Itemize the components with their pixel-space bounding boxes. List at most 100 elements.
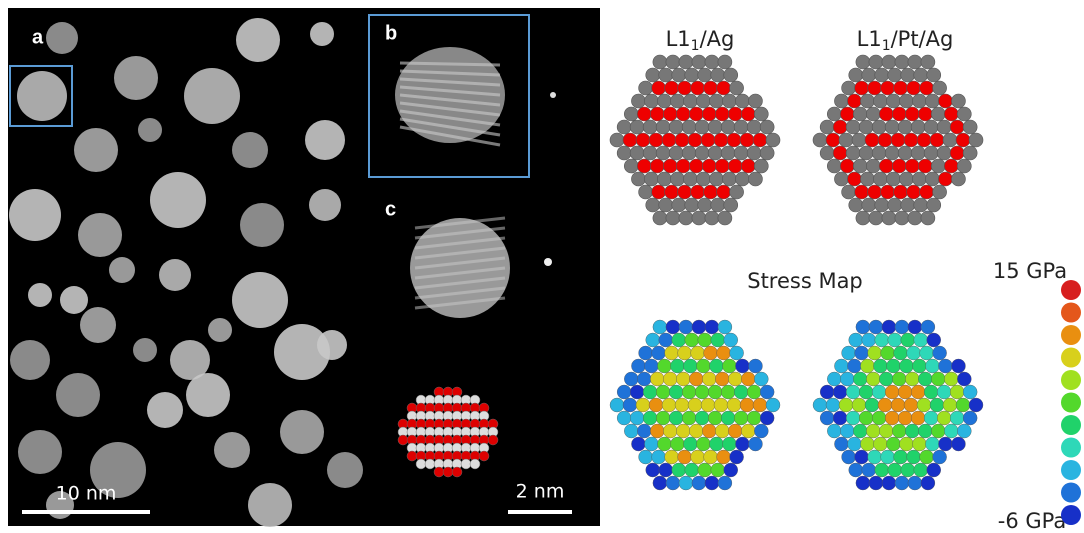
stress-atom bbox=[741, 424, 755, 438]
scale-label: 2 nm bbox=[516, 481, 565, 503]
atom bbox=[709, 172, 723, 186]
particle bbox=[208, 318, 232, 342]
stress-atom bbox=[702, 372, 716, 386]
atom bbox=[735, 172, 749, 186]
atom bbox=[872, 146, 886, 160]
colorbar-min: -6 GPa bbox=[998, 509, 1066, 533]
atom bbox=[722, 172, 736, 186]
atom bbox=[721, 120, 735, 134]
stress-atom bbox=[882, 476, 896, 490]
particle bbox=[240, 203, 284, 247]
atom bbox=[715, 159, 729, 173]
atom bbox=[696, 172, 710, 186]
atom bbox=[873, 94, 887, 108]
particle bbox=[17, 71, 67, 121]
atom bbox=[689, 159, 703, 173]
atom bbox=[724, 68, 738, 82]
stress-atom bbox=[665, 450, 679, 464]
panel-label: b bbox=[385, 22, 397, 44]
atom bbox=[951, 172, 965, 186]
stress-atom bbox=[886, 359, 900, 373]
stress-atom bbox=[685, 333, 699, 347]
atom bbox=[748, 172, 762, 186]
stress-atom bbox=[637, 372, 651, 386]
atom bbox=[898, 146, 912, 160]
stress-atom bbox=[670, 359, 684, 373]
stress-atom bbox=[820, 385, 834, 399]
atom bbox=[875, 68, 889, 82]
atom bbox=[957, 107, 971, 121]
stress-atom bbox=[734, 385, 748, 399]
stress-atom bbox=[646, 463, 660, 477]
stress-atom bbox=[925, 359, 939, 373]
atom bbox=[639, 185, 653, 199]
atom bbox=[888, 68, 902, 82]
stress-atom bbox=[617, 411, 631, 425]
atom bbox=[747, 146, 761, 160]
atom bbox=[950, 146, 964, 160]
stress-atom bbox=[898, 385, 912, 399]
stress-atom bbox=[639, 346, 653, 360]
atom bbox=[813, 133, 827, 147]
atom bbox=[637, 107, 651, 121]
stress-atom bbox=[918, 372, 932, 386]
stress-atom bbox=[875, 463, 889, 477]
stress-atom bbox=[847, 359, 861, 373]
stress-atom bbox=[873, 359, 887, 373]
stress-atom bbox=[839, 398, 853, 412]
stress-atom bbox=[908, 320, 922, 334]
atom bbox=[488, 435, 498, 445]
atom bbox=[943, 133, 957, 147]
atom bbox=[872, 120, 886, 134]
stress-atom bbox=[898, 411, 912, 425]
stress-atom bbox=[853, 424, 867, 438]
stress-atom bbox=[691, 450, 705, 464]
atom bbox=[859, 120, 873, 134]
atom bbox=[853, 107, 867, 121]
atom bbox=[855, 81, 869, 95]
stress-atom bbox=[754, 372, 768, 386]
atom bbox=[753, 133, 767, 147]
stress-atom bbox=[735, 359, 749, 373]
atom bbox=[904, 133, 918, 147]
atom bbox=[682, 120, 696, 134]
stress-atom bbox=[705, 476, 719, 490]
stress-atom bbox=[682, 411, 696, 425]
stress-atom bbox=[617, 385, 631, 399]
atom bbox=[735, 94, 749, 108]
atom bbox=[711, 198, 725, 212]
atom bbox=[849, 68, 863, 82]
stress-atom bbox=[849, 463, 863, 477]
stress-atom bbox=[888, 333, 902, 347]
atom bbox=[676, 159, 690, 173]
atom bbox=[921, 211, 935, 225]
atom bbox=[679, 55, 693, 69]
stress-atom bbox=[927, 463, 941, 477]
atom bbox=[653, 211, 667, 225]
atom bbox=[748, 94, 762, 108]
atom bbox=[834, 94, 848, 108]
colorbar-step bbox=[1061, 438, 1081, 458]
particle bbox=[78, 213, 122, 257]
stress-atom bbox=[659, 463, 673, 477]
atom bbox=[925, 172, 939, 186]
stress-atom bbox=[631, 359, 645, 373]
atom bbox=[740, 133, 754, 147]
particle bbox=[310, 22, 334, 46]
particle bbox=[186, 373, 230, 417]
particle bbox=[309, 189, 341, 221]
atom bbox=[685, 198, 699, 212]
atom bbox=[911, 146, 925, 160]
atom bbox=[636, 133, 650, 147]
atom bbox=[944, 159, 958, 173]
title-rest: /Pt/Ag bbox=[891, 27, 954, 51]
atom bbox=[691, 81, 705, 95]
stress-atom bbox=[672, 333, 686, 347]
atom bbox=[669, 120, 683, 134]
atom bbox=[724, 198, 738, 212]
particle bbox=[150, 172, 206, 228]
atom bbox=[860, 172, 874, 186]
stress-atom bbox=[924, 385, 938, 399]
atom bbox=[646, 68, 660, 82]
atom bbox=[623, 133, 637, 147]
